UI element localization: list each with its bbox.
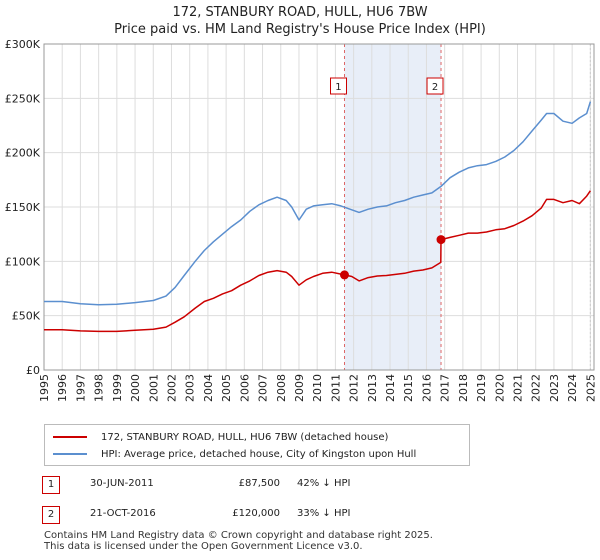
sale-date: 30-JUN-2011: [90, 478, 154, 489]
x-tick-label: 2019: [475, 374, 488, 402]
legend-swatch-hpi: [53, 453, 87, 455]
x-tick-label: 2010: [311, 374, 324, 402]
x-tick-label: 2023: [548, 374, 561, 402]
x-tick-label: 2009: [293, 374, 306, 402]
annotation-box: [426, 77, 444, 95]
sale-point: [339, 270, 349, 280]
x-tick-label: 2008: [275, 374, 288, 402]
x-tick-label: 2003: [184, 374, 197, 402]
sale-badge: 2: [42, 506, 60, 524]
annotation-label: 2: [432, 82, 438, 93]
chart-subtitle: Price paid vs. HM Land Registry's House …: [114, 22, 486, 37]
legend-item-hpi: HPI: Average price, detached house, City…: [53, 446, 416, 462]
footer: Contains HM Land Registry data © Crown c…: [44, 530, 433, 552]
x-tick-label: 2017: [439, 374, 452, 402]
x-tick-label: 2022: [530, 374, 543, 402]
legend-swatch-property: [53, 436, 87, 438]
y-tick-label: £0: [26, 364, 40, 377]
x-tick-label: 2018: [457, 374, 470, 402]
legend-label-property: 172, STANBURY ROAD, HULL, HU6 7BW (detac…: [101, 431, 389, 443]
x-tick-label: 2004: [202, 374, 215, 402]
annotation-box: [329, 77, 347, 95]
x-tick-label: 2002: [165, 374, 178, 402]
plot-frame: [43, 43, 595, 371]
y-tick-label: £300K: [5, 38, 41, 51]
x-tick-label: 2001: [147, 374, 160, 402]
sale-price: £87,500: [238, 478, 280, 489]
x-tick-label: 2011: [329, 374, 342, 402]
x-tick-label: 2021: [512, 374, 525, 402]
annotation-label: 1: [335, 82, 341, 93]
x-tick-label: 2013: [366, 374, 379, 402]
sale-badge: 1: [42, 476, 60, 494]
y-tick-label: £50K: [12, 310, 41, 323]
sale-hpi-diff: 33% ↓ HPI: [297, 508, 351, 519]
x-tick-label: 2025: [584, 374, 597, 402]
x-tick-label: 1998: [93, 374, 106, 402]
price-chart: 1 2 £0 £50K £100K £150K £200K £250K £300K 1995 199…: [5, 38, 598, 402]
x-tick-label: 2024: [566, 374, 579, 402]
y-tick-label: £250K: [5, 92, 41, 105]
footer-copyright: Contains HM Land Registry data © Crown c…: [44, 530, 433, 541]
x-tick-label: 2006: [238, 374, 251, 402]
chart-title: 172, STANBURY ROAD, HULL, HU6 7BW Price …: [0, 4, 600, 38]
x-tick-label: 2016: [420, 374, 433, 402]
x-tick-label: 2014: [384, 374, 397, 402]
x-tick-label: 1995: [38, 374, 51, 402]
y-tick-label: £200K: [5, 147, 41, 160]
sale-point: [436, 235, 446, 245]
hpi-line: [44, 101, 592, 306]
y-tick-label: £150K: [5, 201, 41, 214]
property-price-line: [44, 190, 592, 333]
legend-item-property: 172, STANBURY ROAD, HULL, HU6 7BW (detac…: [53, 429, 388, 445]
sale-hpi-diff: 42% ↓ HPI: [297, 478, 351, 489]
x-tick-label: 2007: [257, 374, 270, 402]
footer-licence: This data is licensed under the Open Gov…: [44, 541, 363, 552]
x-tick-label: 2020: [493, 374, 506, 402]
x-tick-label: 2005: [220, 374, 233, 402]
legend-label-hpi: HPI: Average price, detached house, City…: [101, 448, 417, 460]
x-tick-label: 2015: [402, 374, 415, 402]
chart-title-line: 172, STANBURY ROAD, HULL, HU6 7BW: [172, 5, 428, 20]
x-tick-label: 1997: [74, 374, 87, 402]
y-tick-label: £100K: [5, 255, 41, 268]
x-tick-label: 2000: [129, 374, 142, 402]
x-tick-label: 1996: [56, 374, 69, 402]
sale-date: 21-OCT-2016: [90, 508, 156, 519]
sale-price: £120,000: [232, 508, 280, 519]
x-tick-label: 2012: [348, 374, 361, 402]
x-tick-label: 1999: [111, 374, 124, 402]
legend: 172, STANBURY ROAD, HULL, HU6 7BW (detac…: [44, 424, 470, 466]
